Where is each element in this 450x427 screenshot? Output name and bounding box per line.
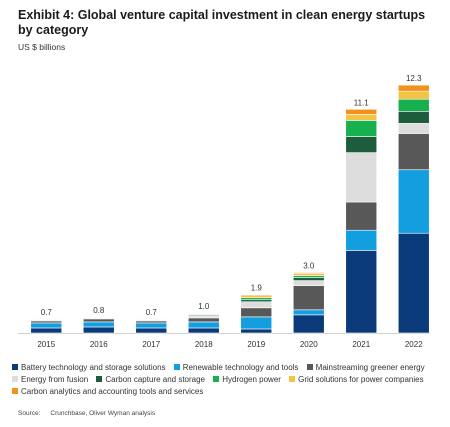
total-label: 0.8 [93,306,105,315]
legend-row-2: Energy from fusion Carbon capture and st… [12,374,442,386]
legend-item-grid: Grid solutions for power companies [289,374,424,386]
bar-segment [135,322,168,329]
bar-segment [292,285,325,311]
bar-segment [240,316,273,330]
total-label: 1.9 [251,284,263,293]
bar-segment [240,295,273,299]
x-tick-label: 2022 [405,340,423,349]
x-tick-label: 2019 [247,340,265,349]
bar-segment [292,275,325,278]
legend-label: Renewable technology and tools [182,363,299,372]
bar-segment [345,201,378,231]
bar-segment [82,321,115,328]
bar-segment [292,280,325,286]
legend-swatch [289,376,296,382]
bar-segment [30,322,63,329]
legend-swatch [306,364,313,370]
bar-segment [187,321,220,329]
total-label: 1.0 [198,302,210,311]
bar-segment [345,229,378,251]
bar-segment [240,294,273,297]
legend-label: Energy from fusion [21,375,89,384]
legend-item-battery: Battery technology and storage solutions [12,362,166,374]
bar-segment [240,297,273,301]
bar-segment [397,133,430,171]
bar-segment [187,312,220,314]
chart-title: Exhibit 4: Global venture capital invest… [18,8,426,37]
bar-segment [240,299,273,303]
bar-segment [345,152,378,203]
legend-label: Carbon analytics and accounting tools an… [21,387,204,396]
bar-segment [292,273,325,276]
bar-segment [397,123,430,134]
bar-segment [345,114,378,121]
bar-segment [135,320,168,324]
bar-segment [292,314,325,334]
bar-segment [240,301,273,309]
bar-segment [82,326,115,334]
bar-segment [30,327,63,334]
legend-label: Mainstreaming greener energy [315,363,425,372]
x-tick-label: 2015 [37,340,55,349]
bar-segment [345,120,378,137]
legend-label: Battery technology and storage solutions [21,363,166,372]
total-label: 12.3 [406,74,422,83]
y-unit-label: US $ billions [18,42,66,52]
bar-segment [397,232,430,334]
legend-swatch [12,364,18,370]
legend-label: Grid solutions for power companies [298,375,424,384]
legend-label: Carbon capture and storage [105,375,205,384]
bar-segment [135,327,168,334]
legend-row-3: Carbon analytics and accounting tools an… [12,386,442,398]
bar-segment [240,328,273,334]
bar-segment [345,250,378,334]
bar-segment [187,315,220,319]
legend-row-1: Battery technology and storage solutions… [12,362,442,374]
source-note: Source: Crunchbase, Oliver Wyman analysis [18,410,165,417]
bar-segment [292,277,325,281]
legend-swatch [173,364,180,370]
x-tick-label: 2016 [90,340,108,349]
bar-segment [397,84,430,92]
legend-swatch [12,376,18,382]
legend-item-renewable: Renewable technology and tools [173,362,299,374]
legend-item-hydrogen: Hydrogen power [213,374,281,386]
bar-segment [240,307,273,318]
total-label: 0.7 [146,308,158,317]
bar-segment [82,318,115,323]
bar-segment [397,90,430,100]
bar-segment [30,320,63,324]
legend-item-carbon-capture: Carbon capture and storage [96,374,205,386]
bar-segment [397,111,430,124]
legend-label: Hydrogen power [222,375,281,384]
bar-segment [397,169,430,234]
bar-segment [345,108,378,115]
legend-item-fusion: Energy from fusion [12,374,88,386]
total-label: 0.7 [41,308,53,317]
legend-item-carbon-analytics: Carbon analytics and accounting tools an… [12,386,203,398]
bar-segment [397,98,430,112]
source-label: Source: [18,410,41,417]
stacked-bar-chart: 0.7 2015 0.8 2016 0.7 2017 1.0 2018 1.9 2019 3.0 20… [18,74,430,349]
bar-segment [292,309,325,316]
legend-swatch [12,388,18,394]
legend: Battery technology and storage solutions… [12,362,442,398]
x-tick-label: 2021 [352,340,370,349]
bar-segment [187,327,220,334]
legend-swatch [213,376,220,382]
bar-segment [187,317,220,323]
legend-swatch [96,376,103,382]
bar-segment [345,136,378,153]
total-label: 3.0 [303,262,315,271]
source-text: Crunchbase, Oliver Wyman analysis [50,410,156,417]
bar-segment [292,272,325,274]
x-tick-label: 2018 [195,340,213,349]
legend-item-mainstreaming: Mainstreaming greener energy [306,362,425,374]
x-tick-label: 2020 [300,340,318,349]
x-tick-label: 2017 [142,340,160,349]
total-label: 11.1 [354,98,370,107]
